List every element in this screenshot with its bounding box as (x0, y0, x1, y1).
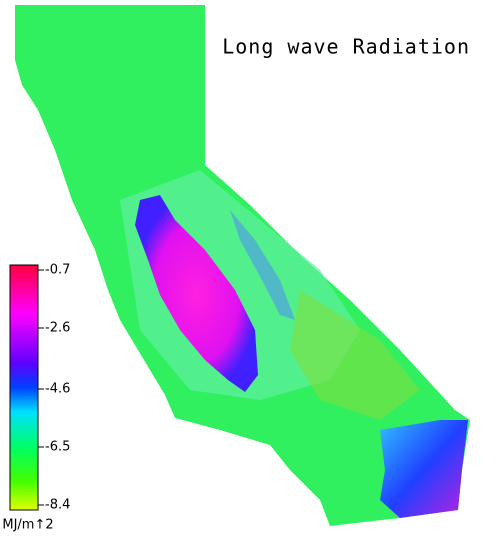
colorbar-tick-label: -8.4 (45, 498, 70, 513)
colorbar-tick-label: -4.6 (45, 382, 70, 397)
colorbar-tick-label: -0.7 (45, 263, 70, 278)
color-legend: MJ/m↑2 -0.7 -2.6 -4.6 -6.5 -8.4 (2, 263, 70, 533)
map-title: Long wave Radiation (222, 35, 470, 59)
desert-tint (290, 290, 420, 420)
california-map (15, 5, 470, 526)
sierra-band (230, 210, 295, 320)
colorbar-tick-label: -6.5 (45, 440, 70, 455)
southeast-region (380, 420, 468, 518)
colorbar-tick-label: -2.6 (45, 320, 70, 335)
colorbar (9, 264, 39, 511)
colorbar-unit: MJ/m↑2 (2, 518, 53, 533)
central-valley (135, 195, 258, 392)
